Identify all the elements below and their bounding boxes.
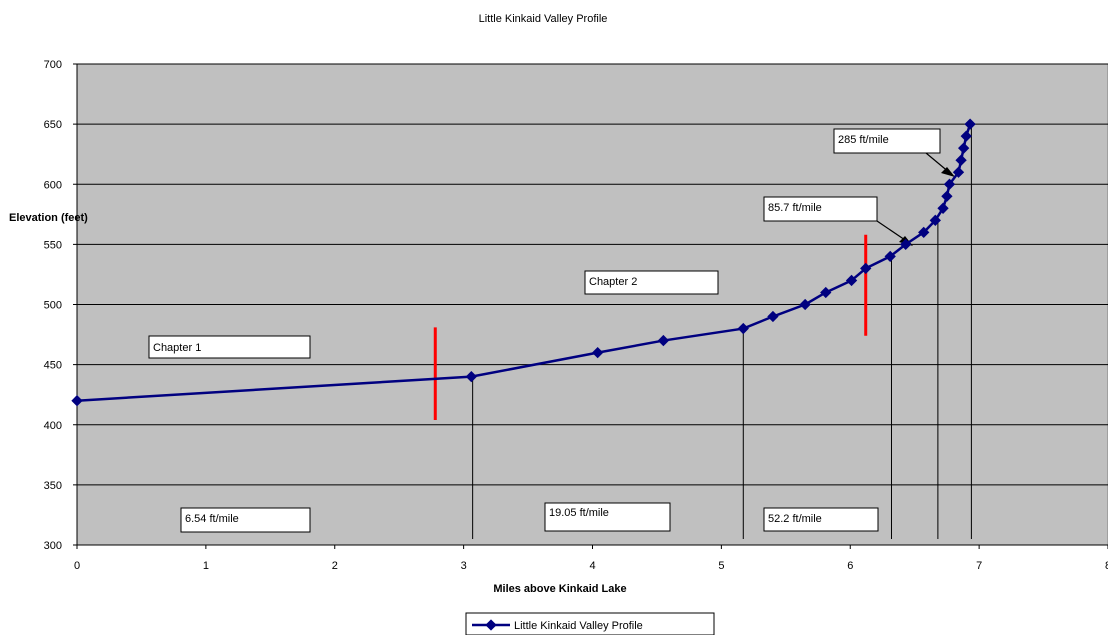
y-tick-label: 450 [44, 360, 62, 372]
x-tick-labels: 0 1 2 3 4 5 6 7 8 [74, 545, 1108, 572]
data-point [955, 154, 967, 166]
x-tick-label: 8 [1105, 560, 1108, 572]
y-tick-label: 550 [44, 239, 62, 251]
gridlines [77, 63, 1108, 486]
y-tick-label: 500 [44, 300, 62, 312]
y-tick-label: 300 [44, 540, 62, 552]
vertical-reference-lines [472, 124, 972, 539]
series-line [76, 123, 972, 402]
y-tick-label: 400 [44, 420, 62, 432]
x-tick-label: 6 [847, 560, 853, 572]
annotation-gradient-5: 285 ft/mile [833, 128, 955, 177]
y-tick-labels: 300 350 400 450 500 550 600 650 700 [44, 59, 77, 552]
data-point [465, 370, 478, 383]
annotation-chapter-2: Chapter 2 [584, 270, 719, 295]
data-point [767, 310, 779, 323]
y-tick-label: 650 [44, 119, 62, 131]
data-point [845, 274, 858, 287]
data-point [900, 238, 912, 251]
x-tick-label: 3 [461, 560, 467, 572]
annotation-gradient-2: 19.05 ft/mile [544, 502, 671, 532]
legend-swatch-marker [485, 619, 497, 631]
legend-label: Little Kinkaid Valley Profile [514, 620, 643, 632]
y-axis-label: Elevation (feet) [9, 212, 88, 224]
svg-text:Chapter 2: Chapter 2 [589, 276, 637, 288]
y-tick-label: 600 [44, 179, 62, 191]
legend: Little Kinkaid Valley Profile [465, 612, 715, 635]
annotation-gradient-4: 85.7 ft/mile [763, 196, 913, 246]
chart-title: Little Kinkaid Valley Profile [479, 13, 608, 25]
data-point [952, 166, 965, 178]
svg-text:Chapter 1: Chapter 1 [153, 342, 201, 354]
data-point [860, 262, 872, 275]
data-point [799, 298, 811, 311]
x-tick-label: 5 [718, 560, 724, 572]
data-point [884, 250, 896, 263]
x-tick-label: 2 [332, 560, 338, 572]
svg-text:19.05 ft/mile: 19.05 ft/mile [549, 507, 609, 519]
svg-text:6.54 ft/mile: 6.54 ft/mile [185, 513, 239, 525]
data-point [958, 142, 970, 154]
data-point [737, 322, 749, 335]
data-point [591, 346, 604, 359]
data-point [929, 214, 941, 226]
x-tick-label: 0 [74, 560, 80, 572]
data-point [918, 226, 930, 239]
data-point [657, 334, 670, 347]
svg-text:285 ft/mile: 285 ft/mile [838, 134, 889, 146]
x-tick-label: 7 [976, 560, 982, 572]
data-point [941, 190, 953, 202]
svg-text:52.2 ft/mile: 52.2 ft/mile [768, 513, 822, 525]
data-point [960, 130, 972, 142]
svg-text:85.7 ft/mile: 85.7 ft/mile [768, 202, 822, 214]
x-axis-label: Miles above Kinkaid Lake [493, 583, 626, 595]
y-tick-label: 350 [44, 480, 62, 492]
annotation-gradient-1: 6.54 ft/mile [180, 507, 311, 533]
annotation-gradient-3: 52.2 ft/mile [763, 507, 879, 532]
data-point [937, 202, 949, 214]
x-tick-label: 4 [589, 560, 595, 572]
x-tick-label: 1 [203, 560, 209, 572]
data-point [820, 286, 832, 299]
chapter-dividers [433, 234, 868, 420]
y-tick-label: 700 [44, 59, 62, 71]
data-point [943, 178, 956, 190]
annotation-chapter-1: Chapter 1 [148, 335, 311, 359]
